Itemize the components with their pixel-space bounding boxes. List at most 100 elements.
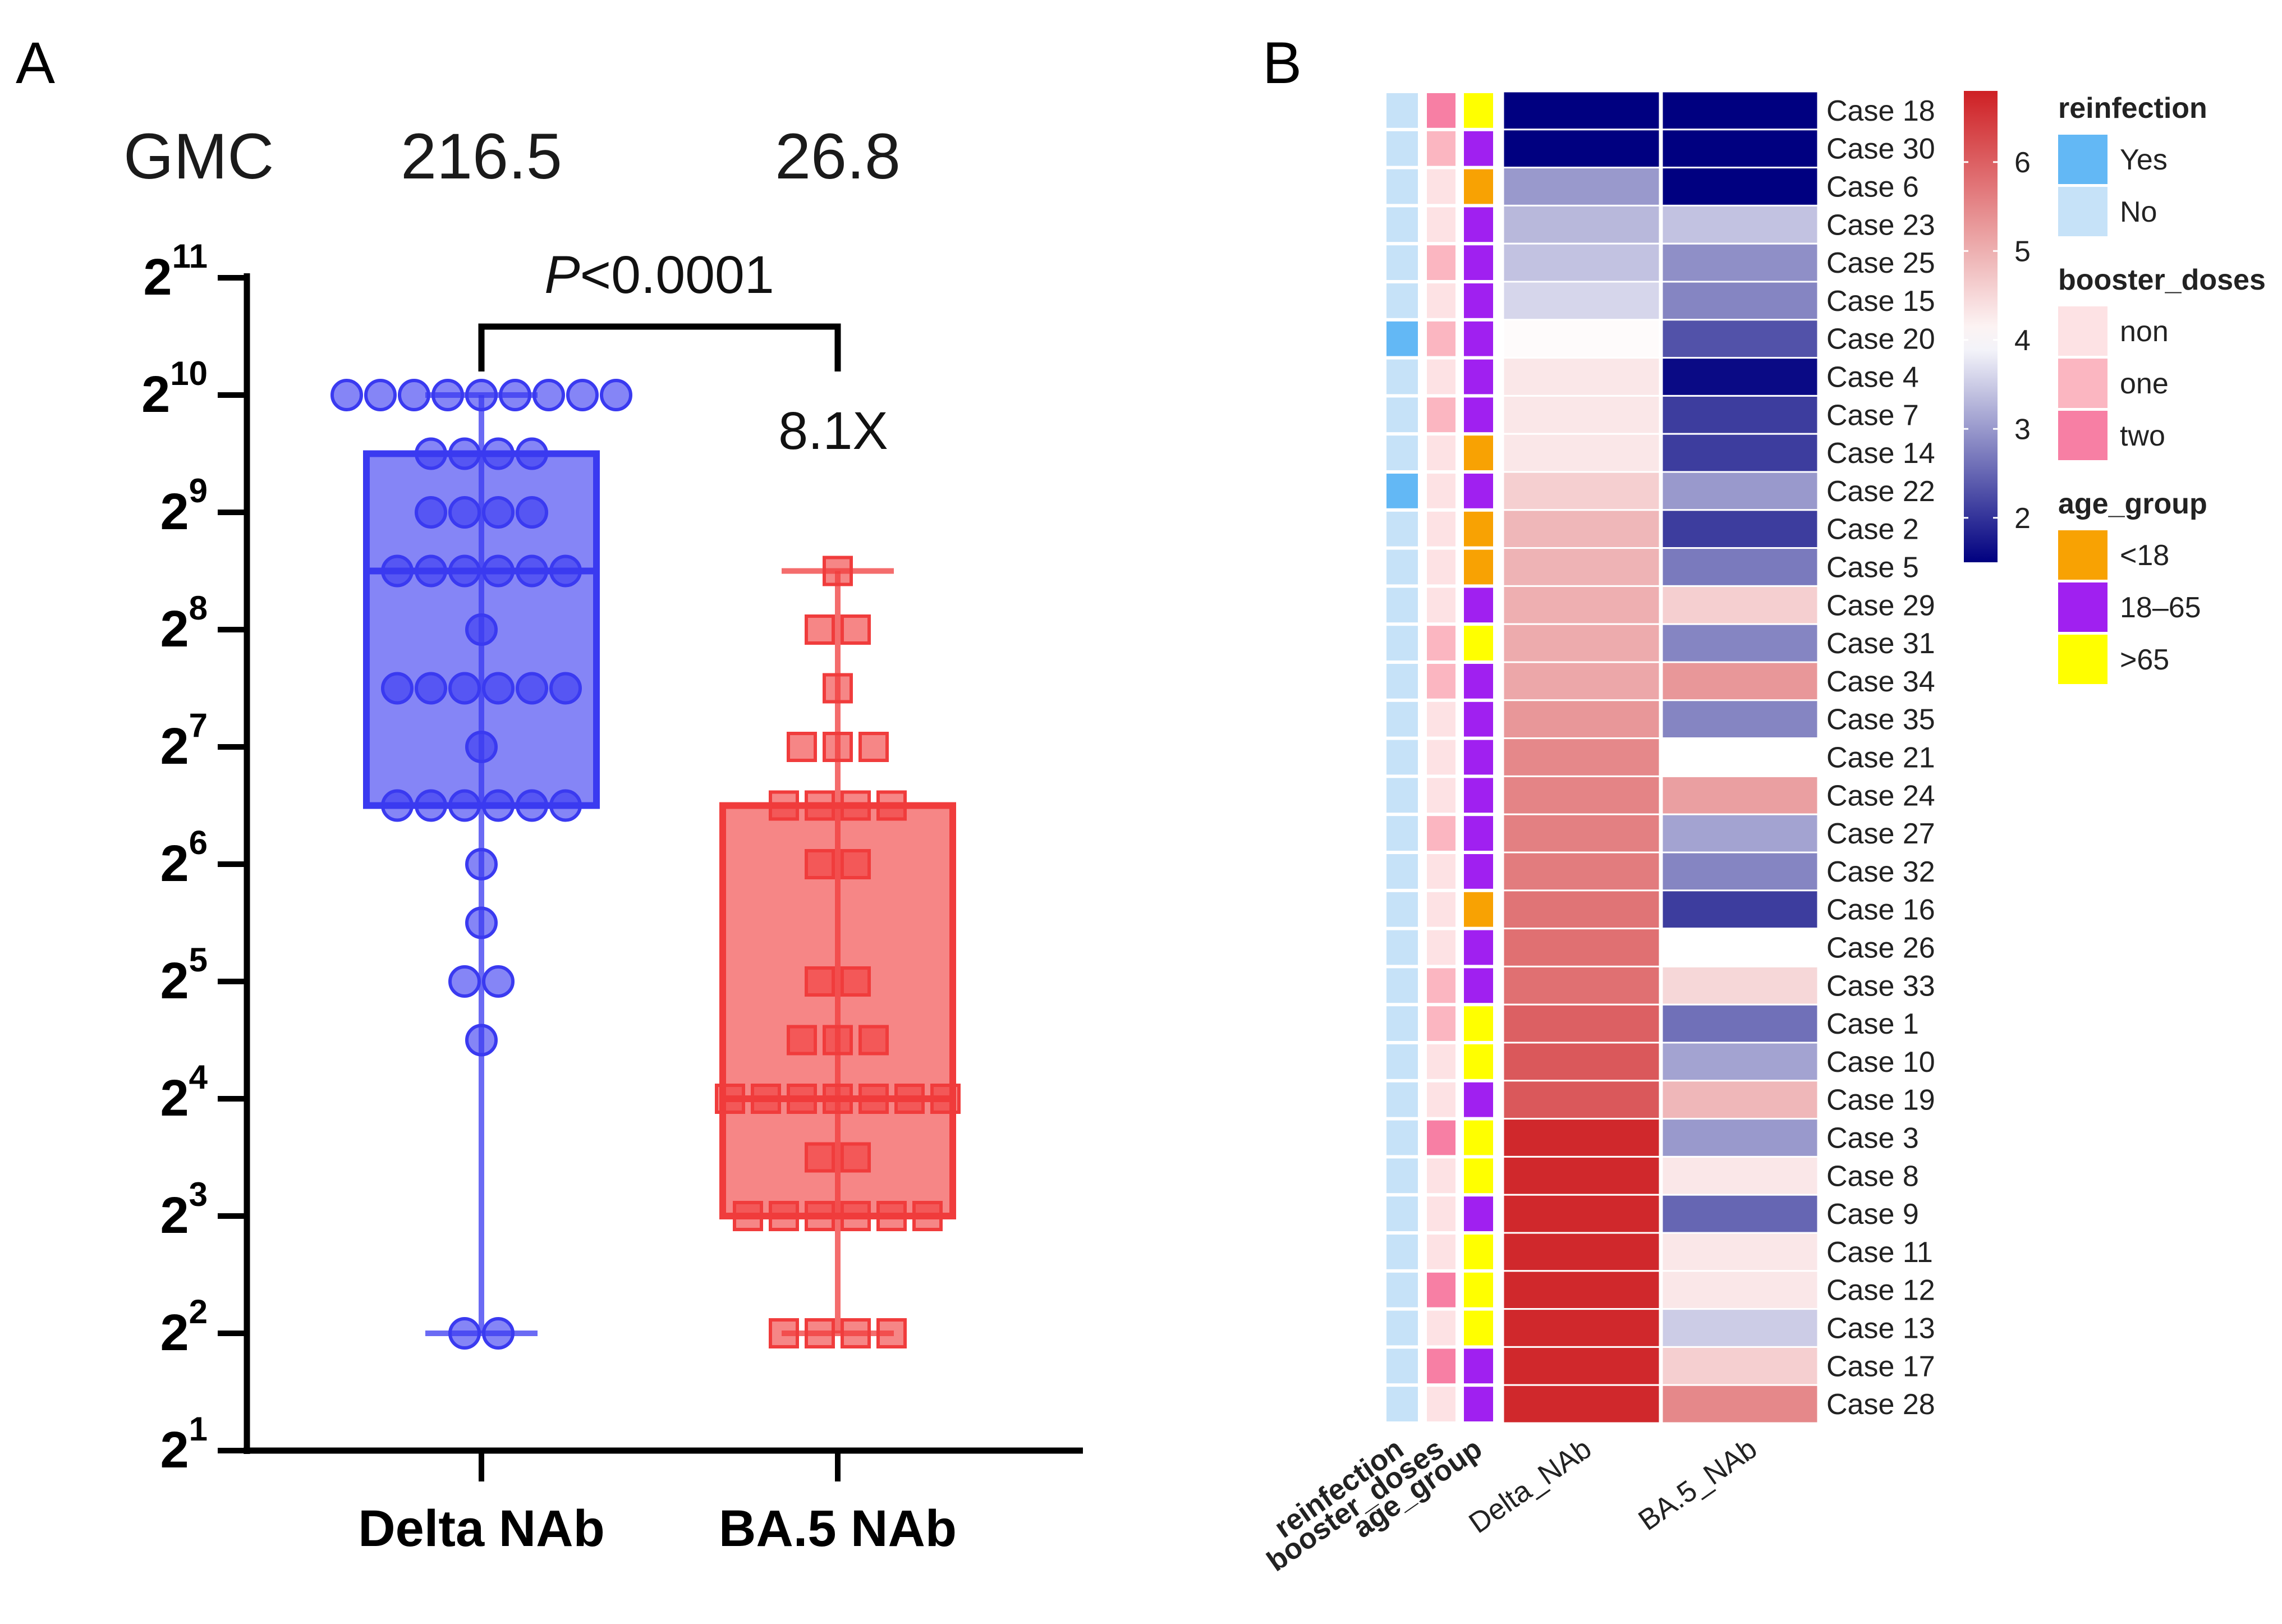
heat-cell-delta (1502, 204, 1661, 245)
point-delta (482, 672, 515, 705)
point-delta (415, 789, 447, 822)
heat-cell-ba5 (1661, 1155, 1819, 1196)
annotation-cell-reinfection (1386, 701, 1418, 737)
heat-cell-delta (1502, 471, 1661, 511)
annotation-cell-booster-doses (1427, 435, 1455, 470)
point-ba5 (769, 1318, 799, 1348)
legend-item-label: Yes (2120, 144, 2168, 176)
data-points (330, 379, 961, 1350)
legend-swatch (2058, 135, 2107, 184)
heat-cell-ba5 (1661, 1384, 1819, 1424)
row-label: Case 34 (1826, 666, 1935, 698)
x-category-delta-nab: Delta NAb (358, 1500, 605, 1557)
point-ba5 (733, 1201, 763, 1231)
point-ba5 (894, 1084, 925, 1114)
annotation-cell-reinfection (1386, 1120, 1418, 1155)
heat-cell-ba5 (1661, 90, 1819, 131)
legend-title-age-group: age_group (2058, 488, 2207, 520)
point-delta (415, 554, 447, 588)
point-ba5 (912, 1201, 943, 1231)
annotation-cell-age-group (1464, 1006, 1493, 1041)
heat-cell-delta (1502, 281, 1661, 321)
annotation-cell-reinfection (1386, 435, 1418, 470)
annotation-cell-age-group (1464, 816, 1493, 851)
point-delta (448, 437, 481, 470)
annotation-cell-reinfection (1386, 1387, 1418, 1421)
point-delta (516, 554, 548, 588)
row-label: Case 3 (1826, 1122, 1919, 1155)
heat-cell-delta (1502, 661, 1661, 701)
point-delta (448, 672, 481, 705)
panel-label-b: B (1262, 30, 1302, 96)
annotation-cell-booster-doses (1427, 131, 1455, 166)
point-ba5 (805, 1318, 835, 1348)
annotation-cell-reinfection (1386, 1196, 1418, 1231)
heat-cell-delta (1502, 167, 1661, 207)
row-label: Case 32 (1826, 856, 1935, 888)
heat-cell-delta (1502, 547, 1661, 587)
annotation-cell-booster-doses (1427, 588, 1455, 623)
point-delta (381, 789, 414, 822)
annotation-cell-age-group (1464, 626, 1493, 660)
point-ba5 (805, 966, 835, 997)
annotation-cell-booster-doses (1427, 283, 1455, 318)
point-ba5 (930, 1084, 961, 1114)
row-label: Case 18 (1826, 95, 1935, 127)
panel-label-a: A (16, 30, 55, 96)
annotation-cell-age-group (1464, 1082, 1493, 1117)
legend-swatch (2058, 306, 2107, 356)
heat-cell-delta (1502, 889, 1661, 930)
point-delta (465, 848, 498, 880)
point-ba5 (841, 1201, 871, 1231)
colorbar-tick-label: 4 (2014, 324, 2031, 357)
heat-cell-delta (1502, 357, 1661, 397)
point-delta (465, 1024, 498, 1057)
point-delta (448, 554, 481, 588)
annotation-cell-reinfection (1386, 1235, 1418, 1269)
heat-cell-delta (1502, 623, 1661, 663)
point-delta (431, 379, 464, 411)
annotation-cell-booster-doses (1427, 93, 1455, 128)
heat-cell-ba5 (1661, 509, 1819, 549)
heat-cell-ba5 (1661, 928, 1819, 967)
annotation-cell-reinfection (1386, 321, 1418, 356)
annotation-cell-booster-doses (1427, 1082, 1455, 1117)
point-ba5 (805, 1142, 835, 1173)
point-ba5 (769, 1201, 799, 1231)
annotation-cell-booster-doses (1427, 892, 1455, 927)
heat-cell-ba5 (1661, 1118, 1819, 1158)
annotation-cell-age-group (1464, 1120, 1493, 1155)
annotation-cell-booster-doses (1427, 1006, 1455, 1041)
col-label-delta-nab: Delta_NAb (1463, 1432, 1597, 1540)
point-delta (482, 965, 515, 998)
annotation-cell-booster-doses (1427, 1235, 1455, 1269)
point-delta (465, 906, 498, 939)
point-ba5 (787, 1084, 817, 1114)
heat-cell-ba5 (1661, 129, 1819, 169)
annotation-cell-reinfection (1386, 816, 1418, 851)
annotation-cell-booster-doses (1427, 701, 1455, 737)
colorbar-tick-label: 3 (2014, 413, 2031, 446)
row-label: Case 21 (1826, 742, 1935, 774)
heat-cell-ba5 (1661, 699, 1819, 740)
annotation-cell-reinfection (1386, 131, 1418, 166)
annotation-cell-booster-doses (1427, 1272, 1455, 1308)
point-delta (499, 379, 531, 411)
annotation-cell-booster-doses (1427, 1044, 1455, 1079)
annotation-cell-age-group (1464, 588, 1493, 623)
y-tick-label: 28 (160, 589, 208, 658)
heat-cell-delta (1502, 813, 1661, 854)
point-delta (415, 672, 447, 705)
heat-cell-ba5 (1661, 775, 1819, 815)
heat-cell-ba5 (1661, 357, 1819, 397)
point-delta (549, 789, 582, 822)
annotation-cell-booster-doses (1427, 930, 1455, 965)
annotation-cell-age-group (1464, 664, 1493, 699)
heat-cell-ba5 (1661, 204, 1819, 245)
y-tick-label: 25 (160, 941, 208, 1010)
row-label: Case 33 (1826, 970, 1935, 1002)
heat-cell-delta (1502, 1270, 1661, 1310)
heat-cell-ba5 (1661, 471, 1819, 511)
